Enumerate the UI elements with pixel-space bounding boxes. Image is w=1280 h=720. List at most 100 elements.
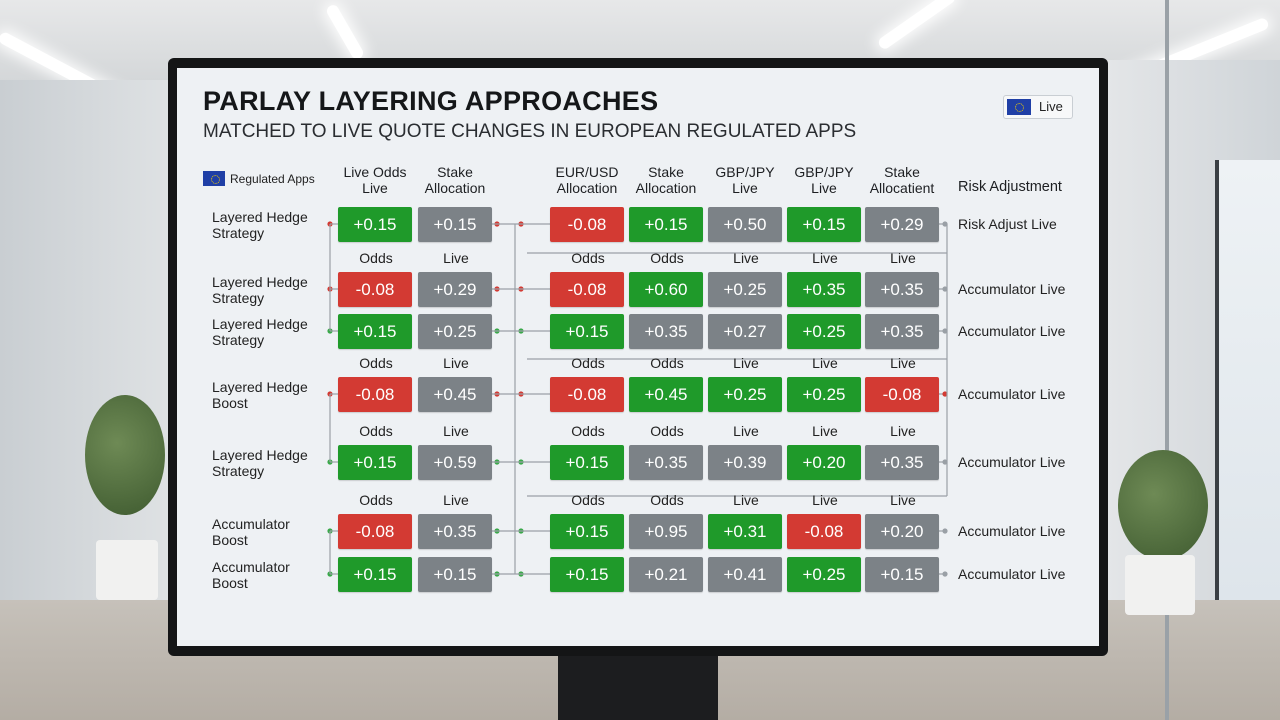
eu-flag-icon (1007, 99, 1031, 115)
quote-cell[interactable]: +0.35 (865, 272, 939, 307)
quote-cell[interactable]: +0.15 (338, 445, 412, 480)
quote-cell[interactable]: +0.41 (708, 557, 782, 592)
quote-cell[interactable]: +0.59 (418, 445, 492, 480)
sub-header: Odds (571, 492, 605, 508)
sub-header: Live (890, 423, 916, 439)
sub-header: Live (812, 250, 838, 266)
quote-cell[interactable]: +0.35 (865, 314, 939, 349)
column-header: Stake Allocation (407, 164, 503, 196)
sub-header: Odds (650, 423, 684, 439)
quote-cell[interactable]: +0.15 (550, 557, 624, 592)
quote-cell[interactable]: +0.15 (550, 514, 624, 549)
quote-cell[interactable]: +0.45 (629, 377, 703, 412)
quote-cell[interactable]: -0.08 (865, 377, 939, 412)
sub-header: Live (812, 355, 838, 371)
column-header-line: Allocation (635, 180, 697, 196)
sub-header: Odds (650, 250, 684, 266)
quote-cell[interactable]: +0.25 (787, 377, 861, 412)
column-header-line: Stake (437, 164, 473, 180)
risk-adjustment-label: Accumulator Live (958, 281, 1066, 297)
sub-header: Odds (650, 355, 684, 371)
quote-cell[interactable]: +0.25 (787, 557, 861, 592)
quote-cell[interactable]: +0.39 (708, 445, 782, 480)
quote-cell[interactable]: -0.08 (787, 514, 861, 549)
quote-cell[interactable]: +0.50 (708, 207, 782, 242)
column-header-line: Stake (648, 164, 684, 180)
quote-cell[interactable]: +0.95 (629, 514, 703, 549)
sub-header: Live (443, 423, 469, 439)
quote-cell[interactable]: +0.21 (629, 557, 703, 592)
quote-cell[interactable]: +0.27 (708, 314, 782, 349)
quote-cell[interactable]: +0.25 (787, 314, 861, 349)
quote-cell[interactable]: +0.35 (629, 445, 703, 480)
sub-header: Odds (359, 355, 393, 371)
live-badge[interactable]: Live (1003, 95, 1073, 119)
column-header-line: Live (362, 180, 388, 196)
quote-cell[interactable]: -0.08 (338, 514, 412, 549)
connector-lines (327, 221, 948, 577)
strategy-label-line: Accumulator (212, 516, 290, 532)
risk-adjustment-label: Accumulator Live (958, 454, 1066, 470)
sub-header: Live (733, 492, 759, 508)
plant-pot (96, 540, 158, 600)
quote-cell[interactable]: -0.08 (338, 272, 412, 307)
column-header: EUR/USD Allocation (539, 164, 635, 196)
strategy-label: Layered Hedge Strategy (212, 209, 308, 241)
quote-cell[interactable]: +0.15 (865, 557, 939, 592)
quote-cell[interactable]: +0.29 (418, 272, 492, 307)
quote-cell[interactable]: +0.25 (708, 377, 782, 412)
quote-cell[interactable]: +0.31 (708, 514, 782, 549)
sub-header: Live (443, 250, 469, 266)
quote-cell[interactable]: +0.35 (629, 314, 703, 349)
live-badge-label: Live (1039, 99, 1063, 114)
glass-partition (1165, 0, 1169, 720)
strategy-label: Layered Hedge Boost (212, 379, 308, 411)
quote-cell[interactable]: -0.08 (550, 377, 624, 412)
column-header-line: Allocation (424, 180, 486, 196)
sub-header: Live (812, 423, 838, 439)
quote-cell[interactable]: +0.35 (865, 445, 939, 480)
sub-header: Live (890, 492, 916, 508)
strategy-label-line: Layered Hedge (212, 447, 308, 463)
quote-cell[interactable]: +0.25 (418, 314, 492, 349)
quote-cell[interactable]: +0.15 (338, 207, 412, 242)
connector-dot (942, 286, 948, 292)
quote-cell[interactable]: +0.15 (629, 207, 703, 242)
connector-dot (942, 391, 948, 397)
risk-adjustment-label: Accumulator Live (958, 566, 1066, 582)
sub-header: Live (733, 250, 759, 266)
quote-cell[interactable]: +0.15 (550, 445, 624, 480)
strategy-label-line: Layered Hedge (212, 274, 308, 290)
column-header: Live Odds Live (327, 164, 423, 196)
quote-cell[interactable]: +0.15 (338, 557, 412, 592)
sub-header: Live (812, 492, 838, 508)
quote-cell[interactable]: -0.08 (338, 377, 412, 412)
column-header-line: EUR/USD (555, 164, 619, 180)
quote-cell[interactable]: +0.15 (787, 207, 861, 242)
quote-cell[interactable]: +0.20 (865, 514, 939, 549)
connector-dot (942, 459, 948, 465)
quote-cell[interactable]: +0.25 (708, 272, 782, 307)
column-header-line: Live (732, 180, 758, 196)
sub-header: Odds (359, 492, 393, 508)
quote-cell[interactable]: +0.45 (418, 377, 492, 412)
strategy-label-line: Boost (212, 575, 248, 591)
dashboard-screen: PARLAY LAYERING APPROACHES MATCHED TO LI… (177, 68, 1099, 646)
quote-cell[interactable]: +0.35 (418, 514, 492, 549)
quote-cell[interactable]: +0.60 (629, 272, 703, 307)
quote-cell[interactable]: -0.08 (550, 207, 624, 242)
column-header: GBP/JPY Live (697, 164, 793, 196)
quote-cell[interactable]: +0.15 (418, 557, 492, 592)
quote-cell[interactable]: +0.20 (787, 445, 861, 480)
quote-cell[interactable]: +0.15 (418, 207, 492, 242)
quote-cell[interactable]: +0.15 (338, 314, 412, 349)
column-header-line: GBP/JPY (794, 164, 854, 180)
quote-cell[interactable]: +0.35 (787, 272, 861, 307)
risk-adjustment-label: Risk Adjust Live (958, 216, 1057, 232)
quote-cell[interactable]: +0.29 (865, 207, 939, 242)
quote-cell[interactable]: +0.15 (550, 314, 624, 349)
risk-adjustment-label: Accumulator Live (958, 323, 1066, 339)
quote-cell[interactable]: -0.08 (550, 272, 624, 307)
page-subtitle: MATCHED TO LIVE QUOTE CHANGES IN EUROPEA… (203, 121, 857, 142)
strategy-label: Layered Hedge Strategy (212, 316, 308, 348)
